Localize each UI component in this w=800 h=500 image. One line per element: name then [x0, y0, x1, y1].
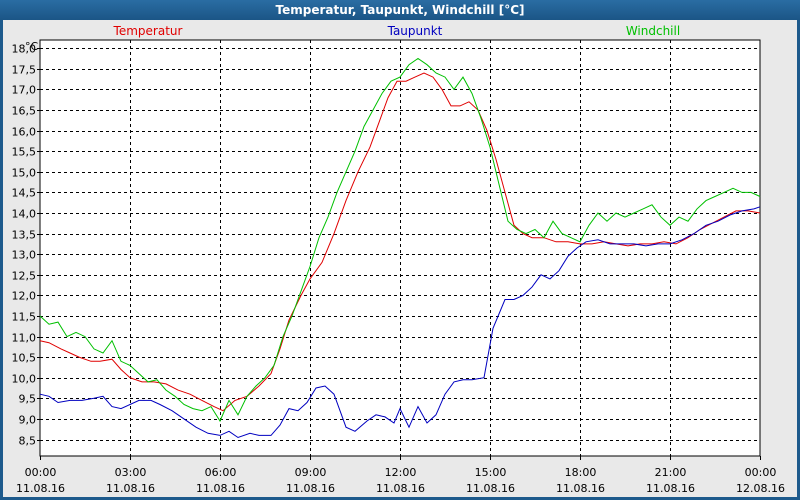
y-tick-label: 13,5 — [12, 229, 37, 242]
legend: Temperatur Taupunkt Windchill — [113, 24, 681, 38]
axes: 8,5 9,0 9,5 10,0 10,5 11,0 11,5 12,0 12,5 13,0 13,… — [12, 40, 785, 495]
y-tick-label: 11,0 — [12, 332, 37, 345]
y-tick-label: 14,0 — [12, 208, 37, 221]
legend-item-taupunkt: Taupunkt — [387, 24, 443, 38]
y-tick-label: 15,0 — [12, 167, 37, 180]
plot-area: Temperatur Taupunkt Windchill 8,5 9,0 9,5 10,… — [3, 20, 797, 497]
x-tick-time: 00:00 — [745, 466, 777, 479]
y-tick-label: 18,0 — [12, 43, 37, 56]
x-tick-date: 11.08.16 — [106, 482, 155, 495]
y-tick-label: 8,5 — [19, 435, 37, 448]
x-tick-time: 15:00 — [475, 466, 507, 479]
y-tick-label: 17,0 — [12, 84, 37, 97]
legend-item-windchill: Windchill — [626, 24, 680, 38]
y-tick-label: 16,0 — [12, 126, 37, 139]
x-tick-time: 18:00 — [565, 466, 597, 479]
y-tick-label: 9,5 — [19, 393, 37, 406]
x-tick-date: 11.08.16 — [16, 482, 65, 495]
y-tick-label: 10,0 — [12, 373, 37, 386]
series-line-temperatur — [39, 72, 761, 412]
x-tick-date: 11.08.16 — [376, 482, 425, 495]
x-tick-date: 11.08.16 — [286, 482, 335, 495]
grid — [39, 39, 761, 457]
y-tick-label: 13,0 — [12, 249, 37, 262]
y-tick-label: 15,5 — [12, 146, 37, 159]
x-tick-time: 12:00 — [385, 466, 417, 479]
y-tick-label: 9,0 — [19, 414, 37, 427]
x-tick-date: 11.08.16 — [196, 482, 245, 495]
y-tick-label: 10,5 — [12, 352, 37, 365]
series-lines — [39, 57, 761, 439]
y-tick-label: 16,5 — [12, 105, 37, 118]
y-tick-label: 14,5 — [12, 187, 37, 200]
x-tick-time: 00:00 — [25, 466, 57, 479]
chart-title: Temperatur, Taupunkt, Windchill [°C] — [0, 0, 800, 20]
x-tick-date: 11.08.16 — [646, 482, 695, 495]
y-unit-label: °C — [25, 40, 39, 53]
y-tick-label: 12,0 — [12, 290, 37, 303]
y-tick-label: 11,5 — [12, 311, 37, 324]
legend-item-temperatur: Temperatur — [113, 24, 183, 38]
y-tick-label: 12,5 — [12, 270, 37, 283]
x-tick-time: 21:00 — [655, 466, 687, 479]
y-tick-label: 17,5 — [12, 64, 37, 77]
x-tick-date: 11.08.16 — [556, 482, 605, 495]
series-line-windchill — [39, 57, 761, 423]
x-tick-time: 06:00 — [205, 466, 237, 479]
plot-background — [39, 39, 761, 457]
x-tick-date: 12.08.16 — [736, 482, 785, 495]
x-tick-date: 11.08.16 — [466, 482, 515, 495]
series-line-taupunkt — [39, 206, 761, 439]
x-tick-time: 03:00 — [115, 466, 147, 479]
line-chart: Temperatur Taupunkt Windchill 8,5 9,0 9,5 10,… — [12, 24, 785, 495]
x-tick-time: 09:00 — [295, 466, 327, 479]
